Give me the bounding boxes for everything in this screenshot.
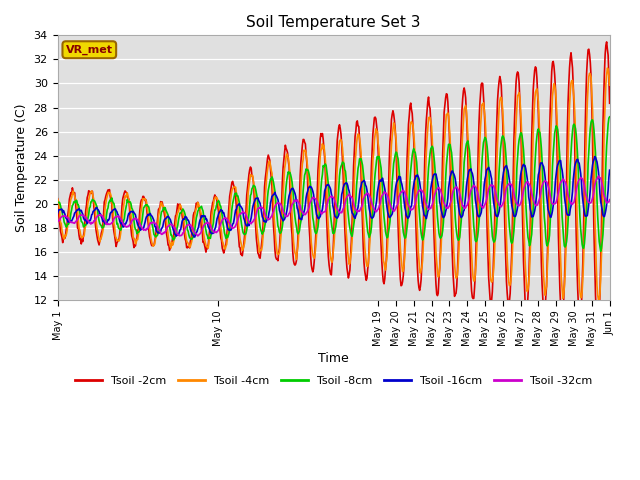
- X-axis label: Time: Time: [318, 352, 349, 365]
- Title: Soil Temperature Set 3: Soil Temperature Set 3: [246, 15, 421, 30]
- Text: VR_met: VR_met: [66, 45, 113, 55]
- Legend: Tsoil -2cm, Tsoil -4cm, Tsoil -8cm, Tsoil -16cm, Tsoil -32cm: Tsoil -2cm, Tsoil -4cm, Tsoil -8cm, Tsoi…: [70, 372, 597, 391]
- Y-axis label: Soil Temperature (C): Soil Temperature (C): [15, 104, 28, 232]
